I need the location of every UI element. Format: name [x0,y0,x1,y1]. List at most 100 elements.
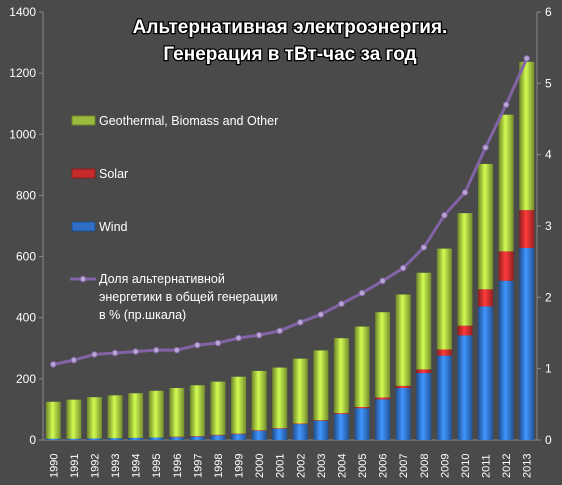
left-tick-label: 400 [16,311,36,325]
bar-geothermal-biomass-and-other-1992 [86,397,102,439]
bar-geothermal-biomass-and-other-2011 [478,163,494,290]
bar-wind-2009 [436,355,452,440]
x-tick-label: 2000 [254,454,266,478]
bar-geothermal-biomass-and-other-2010 [457,213,473,326]
left-tick-label: 1400 [9,5,36,19]
share-point-2002 [296,319,304,326]
bar-wind-2008 [416,373,432,440]
share-point-1995 [152,346,160,354]
bar-wind-1991 [66,438,82,440]
share-point-2009 [441,212,448,219]
bar-solar-2006 [375,397,391,400]
bar-solar-2000 [251,430,267,431]
share-point-2000 [255,331,263,339]
right-tick-label: 1 [545,362,552,376]
bar-wind-2004 [333,414,349,440]
share-point-2001 [276,327,284,335]
x-tick-label: 2007 [398,454,410,478]
share-point-1991 [70,356,78,364]
bar-geothermal-biomass-and-other-1994 [128,393,144,438]
share-point-1999 [235,334,242,342]
bar-wind-1997 [189,436,205,440]
share-point-2005 [358,289,366,297]
bar-solar-1999 [231,433,247,435]
left-tick-label: 0 [29,433,36,447]
bar-geothermal-biomass-and-other-2000 [251,370,267,431]
x-tick-label: 2004 [336,454,348,478]
share-point-1996 [173,346,181,354]
bar-wind-2007 [395,388,411,440]
share-point-1994 [132,348,139,355]
x-tick-label: 1993 [110,454,122,478]
bar-wind-1990 [45,438,61,440]
bar-geothermal-biomass-and-other-2003 [313,350,329,421]
bar-geothermal-biomass-and-other-1990 [45,401,61,439]
bar-geothermal-biomass-and-other-1996 [169,388,185,437]
x-tick-label: 2008 [419,454,431,478]
share-point-2013 [523,55,531,62]
x-tick-label: 1999 [234,454,246,478]
x-tick-label: 2013 [522,454,534,478]
x-tick-label: 2012 [501,454,513,478]
x-tick-label: 1991 [69,454,81,478]
share-point-2010 [461,189,469,196]
share-point-2007 [399,264,407,272]
bar-geothermal-biomass-and-other-1993 [107,395,123,439]
x-tick-label: 2006 [378,454,390,478]
chart-title-line1: Альтернативная электроэнергия. [133,17,448,38]
bar-wind-1993 [107,438,123,440]
bar-wind-1996 [169,436,185,440]
bar-wind-2006 [375,399,391,440]
share-point-1997 [194,341,201,349]
bar-solar-2009 [436,349,452,356]
x-tick-label: 1990 [48,454,60,478]
legend-label-line: Доля альтернативной [99,272,225,286]
x-tick-label: 2005 [357,454,369,478]
bar-wind-2010 [457,335,473,440]
left-axis-ticks: 0 200 400 600 800 1000 1200 1400 [9,5,43,447]
bar-geothermal-biomass-and-other-1995 [148,390,164,438]
x-tick-label: 2003 [316,454,328,478]
bar-wind-1999 [231,433,247,440]
x-tick-label: 1994 [131,454,143,478]
bar-solar-2002 [292,423,308,425]
share-point-2004 [338,300,345,308]
bar-wind-2012 [498,280,514,440]
bar-solar-2013 [519,210,535,249]
bar-geothermal-biomass-and-other-2006 [375,312,391,398]
x-tick-label: 2009 [439,454,451,478]
x-tick-label: 2010 [460,454,472,478]
bar-wind-2001 [272,428,288,440]
chart-title: Альтернативная электроэнергия. Генерация… [131,16,448,67]
bar-solar-2004 [333,413,349,415]
share-point-1993 [111,349,119,357]
left-tick-label: 200 [16,372,36,386]
x-tick-label: 2002 [295,454,307,478]
bar-solar-2011 [478,289,494,307]
bar-wind-1992 [86,438,102,440]
right-tick-label: 0 [545,433,552,447]
bar-geothermal-biomass-and-other-2005 [354,326,370,407]
bar-solar-2005 [354,406,370,409]
share-point-2006 [379,277,386,285]
bar-wind-2000 [251,430,267,440]
x-tick-label: 1997 [192,454,204,478]
bar-solar-1996 [169,436,185,438]
share-point-1990 [49,361,57,368]
bar-geothermal-biomass-and-other-2002 [292,358,308,424]
share-point-2012 [502,101,510,109]
x-tick-label: 2001 [275,454,287,478]
legend-label: Geothermal, Biomass and Other [99,114,278,128]
x-axis-labels: 1990 1991 1992 1993 1994 1995 1996 1997 1998 1999… [48,454,533,478]
left-tick-label: 1200 [9,66,36,80]
right-tick-label: 4 [545,148,552,162]
share-line [49,55,531,368]
share-point-2008 [420,244,428,251]
right-tick-label: 5 [545,76,552,90]
legend-swatch [71,115,96,126]
x-tick-label: 1996 [172,454,184,478]
x-tick-label: 2011 [481,454,493,478]
share-point-1998 [214,339,222,347]
bar-geothermal-biomass-and-other-1998 [210,381,226,435]
